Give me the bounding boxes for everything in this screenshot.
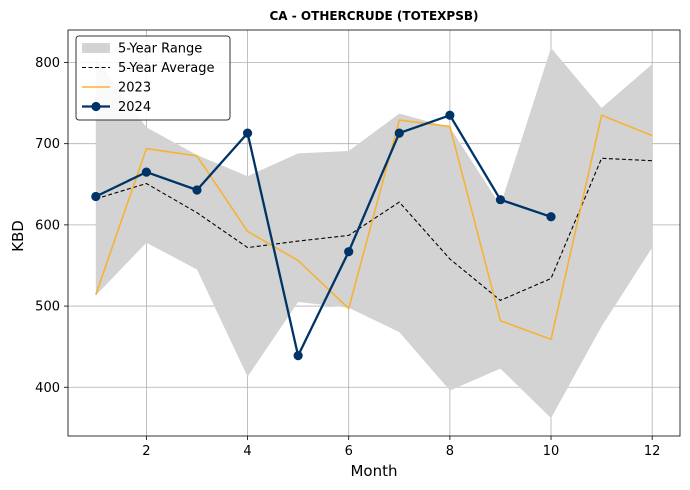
y-tick-label: 700	[35, 137, 60, 152]
legend-label: 5-Year Average	[118, 61, 214, 76]
series-point-2024	[141, 167, 151, 177]
legend-label: 2023	[118, 81, 151, 96]
legend-handle-marker	[91, 101, 101, 112]
legend-handle-range	[82, 43, 110, 53]
series-point-2024	[546, 212, 556, 222]
series-point-2024	[293, 351, 303, 361]
y-tick-label: 400	[35, 381, 60, 396]
legend-label: 5-Year Range	[118, 42, 202, 57]
legend-label: 2024	[118, 100, 151, 115]
plot-frame	[67, 29, 681, 437]
series-point-2024	[495, 195, 506, 205]
series-line-5-year-average	[95, 157, 653, 301]
series-lines	[91, 110, 653, 361]
y-tick-label: 800	[35, 56, 60, 71]
series-point-2024	[91, 191, 101, 202]
legend: 5-Year Range 5-Year Average 2023 2024	[75, 35, 231, 121]
x-tick-label: 2	[142, 444, 150, 459]
y-tick-label: 600	[35, 218, 60, 233]
x-tick-label: 10	[543, 444, 560, 459]
x-axis-label: Month	[350, 462, 397, 480]
chart-title: CA - OTHERCRUDE (TOTEXPSB)	[270, 9, 479, 23]
series-point-2024	[394, 128, 404, 138]
x-tick-label: 8	[446, 444, 454, 459]
x-tick-label: 4	[243, 444, 251, 459]
series-point-2024	[242, 128, 253, 138]
legend-box	[75, 35, 231, 121]
y-tick-label: 500	[35, 300, 60, 315]
series-line-2023	[95, 114, 653, 341]
series-point-2024	[344, 247, 354, 257]
y-axis-label: KBD	[9, 220, 27, 252]
x-tick-label: 6	[345, 444, 353, 459]
series-point-2024	[192, 185, 202, 195]
x-tick-label: 12	[644, 444, 661, 459]
series-point-2024	[445, 110, 455, 120]
series-line-2024	[95, 114, 552, 357]
axes: 2 4 6 8 10 12 400 500 600 700 800	[35, 29, 681, 459]
